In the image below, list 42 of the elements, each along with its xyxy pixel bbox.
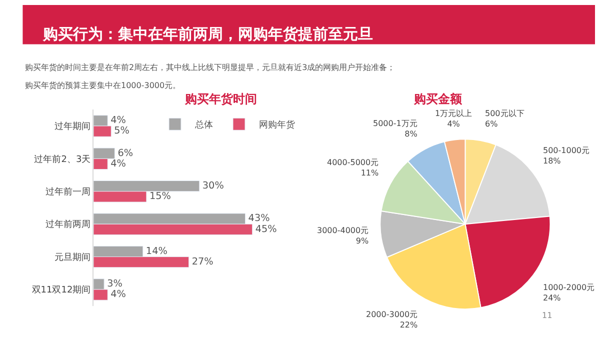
slice-label: 3000-4000元 (317, 226, 369, 235)
slice-label: 4000-5000元 (327, 158, 379, 167)
text: 购买行为：集中在年前两周，网购年货提前至元旦 (42, 25, 373, 43)
y-tick-label: 过年前一周 (46, 186, 91, 198)
slice-label: 500-1000元 (543, 146, 590, 155)
text: 购买年货的时间主要是在年前2周左右，其中线上比线下明显提早，元旦就有近3成的网购用户开始准备； (25, 63, 396, 72)
data-label: 4% (447, 119, 460, 128)
data-label: 6% (485, 119, 498, 128)
data-label: 30% (202, 180, 224, 192)
slice-label: 5000-1万元 (373, 119, 418, 128)
data-label: 43% (248, 213, 270, 224)
y-tick-label: 双11双12期间 (32, 284, 91, 296)
data-label: 22% (400, 320, 418, 330)
data-label: 4% (110, 115, 126, 126)
legend-label: 总体 (194, 120, 213, 131)
data-label: 24% (543, 293, 562, 302)
data-label: 6% (118, 148, 134, 159)
data-label: 4% (110, 289, 126, 300)
data-label: 27% (192, 256, 214, 268)
slice-label: 500元以下 (485, 109, 524, 118)
data-label: 45% (255, 224, 277, 235)
y-tick-label: 过年前2、3天 (34, 154, 91, 165)
data-label: 9% (356, 236, 369, 246)
text: 购买年货的预算主要集中在1000-3000元。 (25, 81, 181, 90)
data-label: 11% (360, 168, 380, 178)
chart-title: 购买年货时间 (184, 92, 257, 106)
slice-label: 1万元以上 (435, 109, 472, 118)
y-tick-label: 过年前两周 (46, 219, 91, 230)
data-label: 3% (107, 278, 122, 290)
y-tick-label: 元旦期间 (54, 252, 91, 263)
y-tick-label: 过年期间 (54, 121, 91, 132)
legend-label: 网购年货 (259, 120, 295, 131)
data-label: 14% (146, 246, 168, 257)
data-label: 18% (543, 156, 562, 166)
data-label: 15% (149, 191, 171, 202)
text: 11 (542, 311, 552, 320)
data-label: 8% (404, 129, 418, 138)
slice-label: 1000-2000元 (543, 283, 595, 292)
data-label: 4% (110, 158, 126, 170)
slice-label: 2000-3000元 (366, 310, 418, 319)
chart-title: 购买金额 (413, 92, 463, 106)
data-label: 5% (114, 126, 130, 137)
